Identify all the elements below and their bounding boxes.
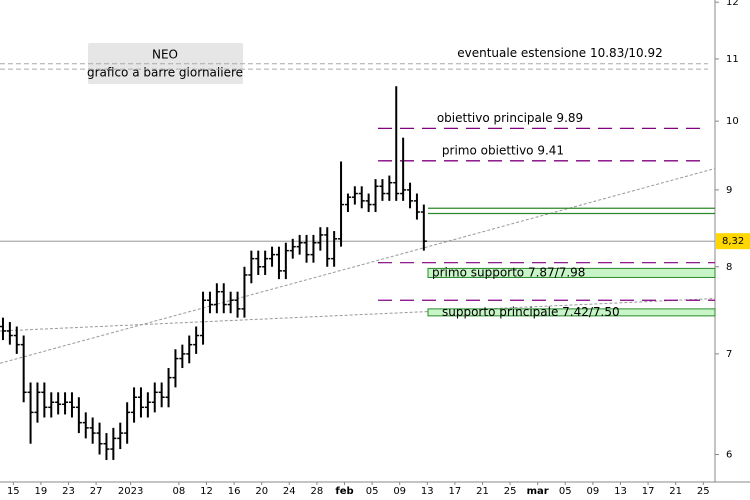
x-tick-label: 24 <box>283 486 296 497</box>
band-label: primo supporto 7.87/7.98 <box>432 265 585 279</box>
x-tick-label: 17 <box>642 486 655 497</box>
chart-subtitle: grafico a barre giornaliere <box>87 66 243 80</box>
level-label: obiettivo principale 9.89 <box>437 111 583 125</box>
x-tick-label: 27 <box>90 486 103 497</box>
x-tick-label: feb <box>335 486 353 497</box>
x-tick-label: 15 <box>7 486 20 497</box>
y-tick-label: 9 <box>726 185 732 196</box>
trendline <box>0 168 716 364</box>
y-tick-label: 6 <box>726 449 732 460</box>
chart-title: NEO <box>152 48 178 62</box>
support-band <box>427 267 716 278</box>
x-tick-label: 16 <box>228 486 241 497</box>
x-tick-label: 08 <box>173 486 186 497</box>
x-tick-label: 23 <box>62 486 75 497</box>
x-tick-label: 09 <box>587 486 600 497</box>
y-tick-label: 12 <box>726 0 739 8</box>
y-tick-label: 8 <box>726 262 732 273</box>
y-tick-label: 10 <box>726 116 739 127</box>
x-tick-label: 20 <box>255 486 268 497</box>
x-tick-label: 12 <box>200 486 213 497</box>
level-label: primo obiettivo 9.41 <box>442 143 564 157</box>
y-tick-label: 11 <box>726 54 739 65</box>
x-tick-label: 25 <box>504 486 517 497</box>
x-tick-label: 21 <box>476 486 489 497</box>
x-tick-label: 21 <box>669 486 682 497</box>
x-tick-label: 25 <box>697 486 710 497</box>
x-tick-label: 19 <box>35 486 48 497</box>
x-tick-label: 09 <box>393 486 406 497</box>
x-tick-label: 2023 <box>118 486 143 497</box>
last-price-box <box>716 233 750 250</box>
support-band <box>427 308 716 317</box>
x-tick-label: 13 <box>614 486 627 497</box>
x-tick-label: 13 <box>421 486 434 497</box>
x-tick-label: 05 <box>366 486 379 497</box>
y-tick-label: 7 <box>726 349 732 360</box>
level-label: eventuale estensione 10.83/10.92 <box>457 46 662 60</box>
last-price-label: 8,32 <box>722 236 744 247</box>
title-box <box>88 43 243 84</box>
x-tick-label: 28 <box>311 486 324 497</box>
x-tick-label: mar <box>527 486 549 497</box>
trendline <box>0 298 716 332</box>
x-tick-label: 17 <box>449 486 462 497</box>
x-tick-label: 05 <box>559 486 572 497</box>
band-label: supporto principale 7.42/7.50 <box>442 305 620 319</box>
